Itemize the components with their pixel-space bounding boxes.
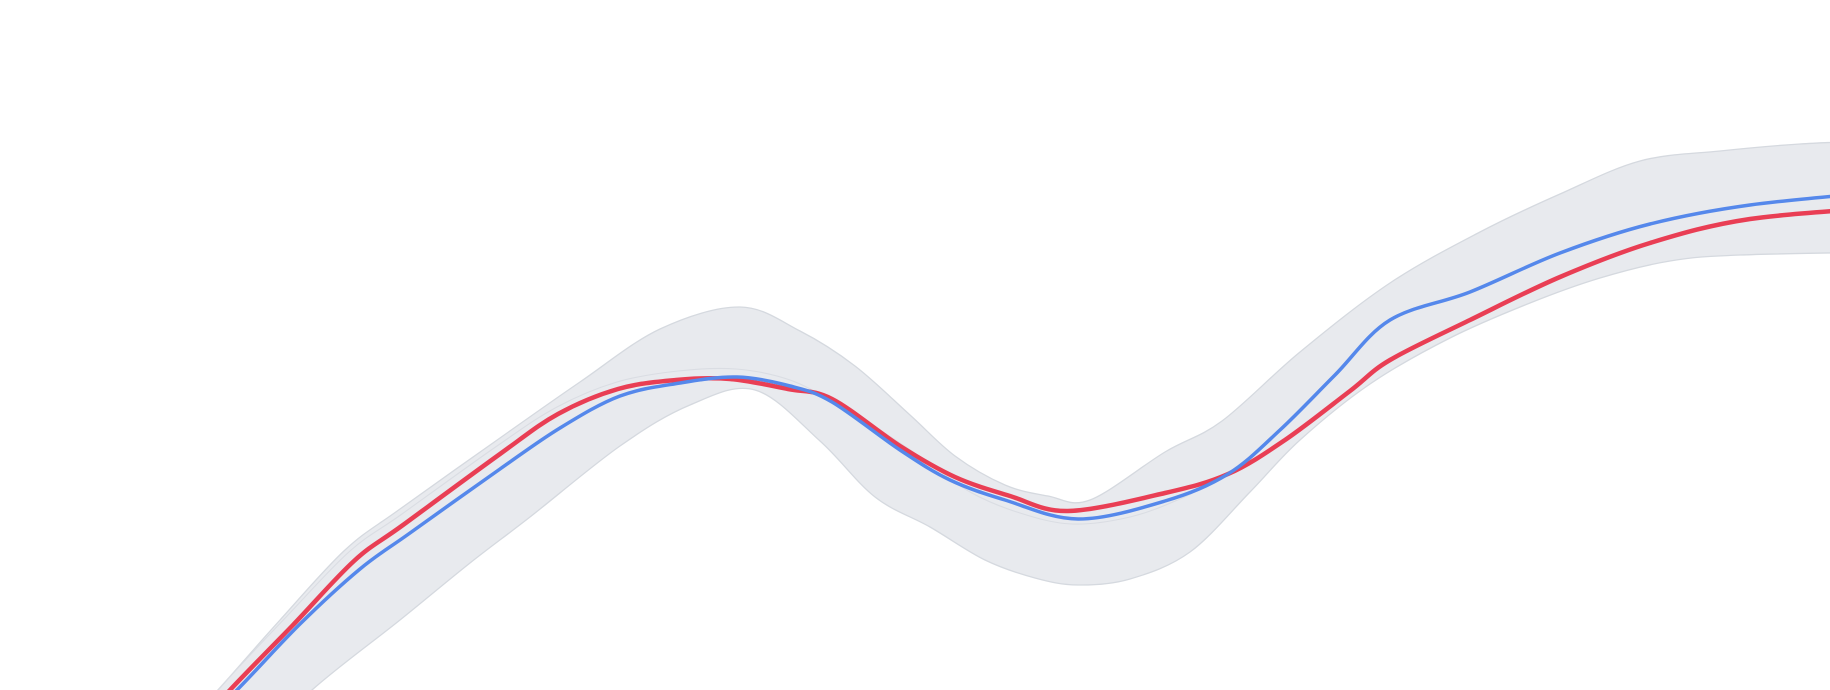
band-bottom-edge <box>311 252 1830 690</box>
series-line-blue <box>234 194 1830 690</box>
band-inner-edge <box>216 367 1226 690</box>
series-line-red <box>226 208 1830 690</box>
confidence-band-fill <box>218 142 1830 690</box>
band-top-edge <box>217 141 1830 690</box>
